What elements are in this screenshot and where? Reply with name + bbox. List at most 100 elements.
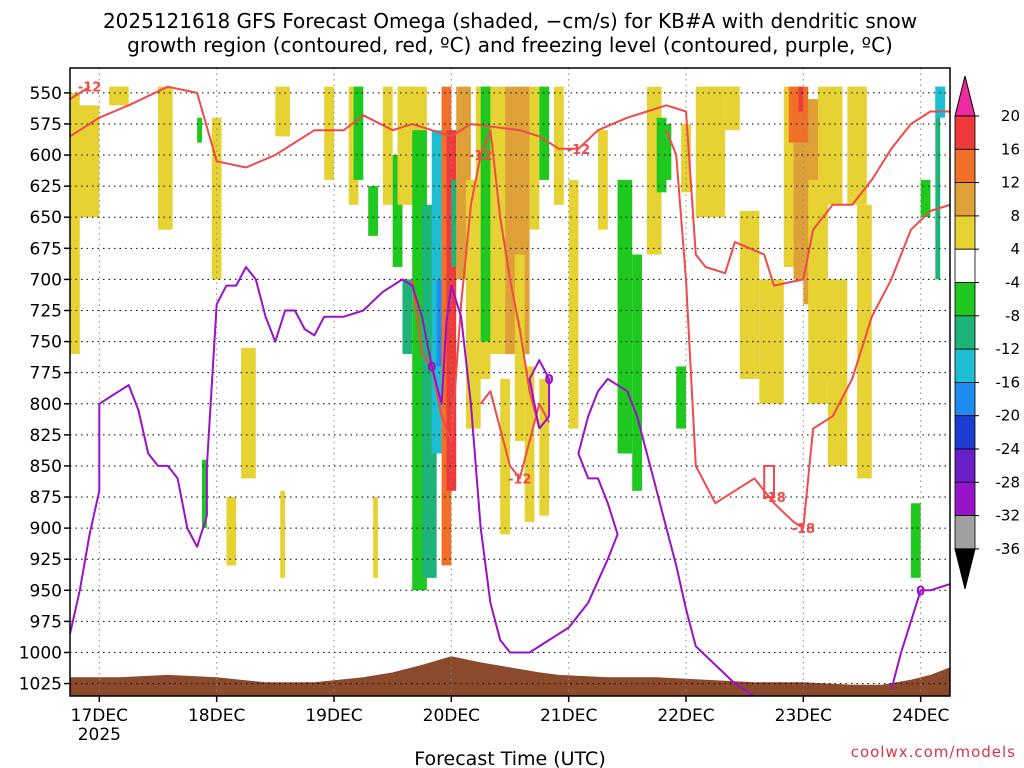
omega-patch [500, 378, 510, 535]
y-tick-label: 550 [30, 84, 62, 104]
y-tick-label: 775 [30, 364, 62, 384]
colorbar-segment [954, 282, 976, 317]
omega-patch [910, 503, 921, 578]
omega-patch [490, 86, 506, 355]
freezing-contour-line [528, 359, 551, 430]
omega-patch [539, 378, 550, 516]
dgz-contour-label: -12 [508, 472, 532, 487]
colorbar: 20 16 12 8 4 -4 -8 -12 -16 -20 -24 -28 -32 -36 [954, 75, 1021, 590]
x-tick-label: 21DEC [540, 706, 597, 726]
omega-patch [739, 211, 760, 379]
y-tick-label: 600 [30, 146, 62, 166]
terrain-layer [70, 656, 950, 696]
colorbar-segment [954, 115, 976, 150]
omega-patch [70, 92, 80, 355]
omega-patch [109, 86, 129, 106]
y-tick-label: 575 [30, 115, 62, 135]
colorbar-label: -8 [1005, 307, 1020, 325]
freezing-level-contours: 0 0 0 [70, 266, 950, 696]
dgz-contour-line [70, 85, 950, 287]
dgz-contour-label: -12 [78, 81, 102, 96]
y-tick-label: 700 [30, 270, 62, 290]
x-axis-label: Forecast Time (UTC) [414, 748, 605, 768]
dgz-contour-label: -18 [792, 522, 816, 537]
colorbar-segment [954, 515, 976, 550]
y-tick-label: 975 [30, 612, 62, 632]
colorbar-label: -28 [996, 473, 1021, 491]
omega-patch [514, 254, 525, 442]
colorbar-segment [954, 315, 976, 350]
credit-text[interactable]: coolwx.com/models [851, 743, 1016, 761]
y-tick-label: 850 [30, 457, 62, 477]
omega-patch [275, 86, 290, 137]
y-tick-label: 625 [30, 177, 62, 197]
colorbar-segment [954, 481, 976, 516]
y-tick-label: 950 [30, 581, 62, 601]
colorbar-label: -16 [996, 373, 1021, 391]
y-tick-label: 650 [30, 208, 62, 228]
omega-patch [617, 179, 633, 454]
dgz-contour-label: -18 [762, 491, 786, 506]
omega-patch [695, 86, 726, 218]
omega-patch [847, 86, 867, 205]
omega-patch [725, 86, 740, 131]
colorbar-bottom-arrow [954, 548, 976, 590]
freezing-contour-label: 0 [545, 373, 554, 388]
colorbar-label: 8 [1010, 207, 1020, 225]
x-tick-label: 22DEC [657, 706, 714, 726]
plot-frame [69, 67, 951, 697]
omega-patch [241, 347, 256, 479]
freezing-contour-line [890, 583, 950, 691]
y-tick-label: 675 [30, 239, 62, 259]
y-tick-label: 1025 [19, 675, 62, 695]
omega-patch [539, 86, 550, 180]
x-axis: 17DEC 18DEC 19DEC 20DEC 21DEC 22DEC 23DEC 24DEC… [71, 696, 949, 745]
x-year-label: 2025 [78, 725, 121, 745]
omega-patch [373, 497, 378, 578]
omega-patch [353, 86, 364, 180]
y-axis: 550 575 600 625 650 675 700 725 750 775 800 825 850 8… [19, 84, 70, 695]
x-tick-label: 23DEC [775, 706, 832, 726]
x-tick-label: 18DEC [188, 706, 245, 726]
y-tick-label: 875 [30, 488, 62, 508]
colorbar-segment [954, 248, 976, 283]
omega-patch [480, 86, 491, 342]
omega-patch [392, 155, 403, 267]
omega-patch [402, 279, 413, 355]
dgz-contour-line [70, 85, 91, 100]
chart-title-line2: growth region (contoured, red, ºC) and f… [127, 33, 893, 57]
omega-patch [554, 86, 564, 205]
chart-title-line1: 2025121618 GFS Forecast Omega (shaded, −… [103, 9, 917, 33]
colorbar-label: -32 [996, 507, 1021, 525]
colorbar-label: -36 [996, 540, 1021, 558]
colorbar-segment [954, 215, 976, 250]
omega-patch [920, 179, 931, 218]
dgz-contour-label: -12 [469, 149, 493, 164]
colorbar-label: 12 [1001, 174, 1020, 192]
colorbar-segment [954, 348, 976, 383]
colorbar-label: -20 [996, 407, 1021, 425]
x-tick-label: 19DEC [305, 706, 362, 726]
y-tick-label: 1000 [19, 643, 62, 663]
y-tick-label: 925 [30, 550, 62, 570]
freezing-contour-label: 0 [427, 360, 436, 375]
omega-patch [676, 366, 686, 429]
colorbar-label: -12 [996, 340, 1021, 358]
colorbar-segment [954, 148, 976, 184]
freezing-contour-line [70, 266, 755, 696]
colorbar-label: -4 [1005, 274, 1020, 292]
colorbar-label: 4 [1010, 240, 1020, 258]
omega-patch [656, 117, 667, 193]
colorbar-segment [954, 381, 976, 417]
y-tick-label: 900 [30, 519, 62, 539]
y-tick-label: 750 [30, 333, 62, 353]
colorbar-segment [954, 415, 976, 450]
colorbar-label: 16 [1001, 140, 1020, 158]
omega-patch [935, 86, 941, 280]
terrain-surface [70, 656, 950, 696]
x-tick-label: 17DEC [71, 706, 128, 726]
freezing-contour-label: 0 [916, 584, 925, 599]
omega-patch [529, 86, 540, 230]
omega-patch [211, 117, 222, 280]
